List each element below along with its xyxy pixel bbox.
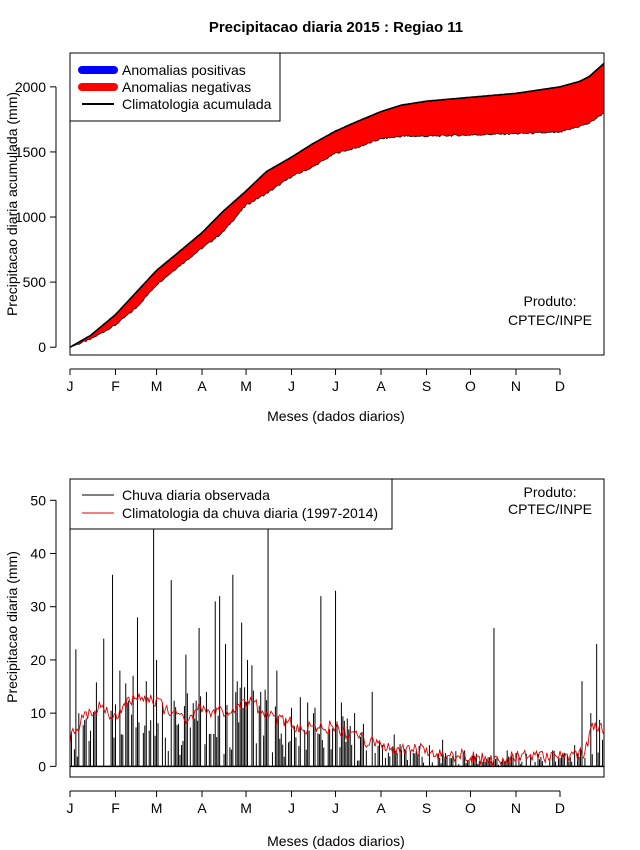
- x-axis-label: Meses (dados diarios): [267, 408, 405, 424]
- climatology-daily-line: [69, 693, 605, 768]
- x-tick-label: J: [288, 800, 295, 816]
- x-tick-label: M: [240, 378, 252, 394]
- x-tick-label: A: [197, 800, 207, 816]
- y-tick-label: 40: [30, 546, 46, 562]
- climatology-accumulated-line: [69, 62, 605, 348]
- legend-label-observed: Chuva diaria observada: [122, 487, 270, 503]
- legend: Chuva diaria observada Climatologia da c…: [69, 478, 393, 530]
- x-tick-label: J: [67, 800, 74, 816]
- observed-daily-bars: [69, 526, 604, 768]
- x-tick-label: M: [151, 378, 163, 394]
- figure-title: Precipitacao diaria 2015 : Regiao 11: [209, 19, 463, 36]
- x-tick-label: M: [240, 800, 252, 816]
- x-tick-label: S: [422, 800, 431, 816]
- x-tick-label: N: [511, 800, 521, 816]
- x-tick-label: F: [111, 378, 120, 394]
- y-tick-label: 1000: [15, 209, 46, 225]
- x-tick-label: S: [422, 378, 431, 394]
- x-tick-label: J: [288, 378, 295, 394]
- y-tick-label: 500: [23, 274, 47, 290]
- y-axis: 0 500 1000 1500 2000: [15, 79, 57, 355]
- y-tick-label: 30: [30, 599, 46, 615]
- legend-label-positive: Anomalias positivas: [122, 62, 246, 78]
- y-tick-label: 20: [30, 652, 46, 668]
- x-tick-label: A: [376, 800, 386, 816]
- y-tick-label: 10: [30, 705, 46, 721]
- x-tick-label: J: [332, 800, 339, 816]
- producer-name: CPTEC/INPE: [508, 501, 592, 517]
- x-tick-label: J: [67, 378, 74, 394]
- producer-label: Produto:: [524, 484, 577, 500]
- y-tick-label: 0: [38, 758, 46, 774]
- y-tick-label: 2000: [15, 79, 46, 95]
- x-axis-label: Meses (dados diarios): [267, 833, 405, 849]
- y-axis-label: Precipitacao diaria acumulada (mm): [4, 92, 20, 316]
- x-tick-label: A: [197, 378, 207, 394]
- y-axis-label: Precipitacao diaria (mm): [4, 551, 20, 703]
- y-tick-label: 1500: [15, 144, 46, 160]
- x-tick-label: A: [376, 378, 386, 394]
- x-tick-label: J: [332, 378, 339, 394]
- x-tick-label: O: [465, 800, 476, 816]
- x-tick-label: N: [511, 378, 521, 394]
- legend-label-negative: Anomalias negativas: [122, 79, 251, 95]
- legend: Anomalias positivas Anomalias negativas …: [69, 52, 281, 122]
- daily-panel: J F M A M J J A S O N D 0 10 20 30 40 50 Meses (dados di…: [4, 478, 605, 849]
- legend-label-climatology: Climatologia da chuva diaria (1997-2014): [122, 505, 378, 521]
- y-tick-label: 50: [30, 492, 46, 508]
- x-tick-label: D: [555, 800, 565, 816]
- x-tick-label: M: [151, 800, 163, 816]
- producer-name: CPTEC/INPE: [508, 312, 592, 328]
- producer-label: Produto:: [524, 293, 577, 309]
- plot-frame: [69, 52, 605, 356]
- legend-box: [69, 478, 393, 530]
- legend-label-climatology: Climatologia acumulada: [122, 96, 272, 112]
- x-tick-label: D: [555, 378, 565, 394]
- x-tick-label: F: [111, 800, 120, 816]
- accumulated-panel: J F M A M J J A S O N D 0 500 1000 1500 2000 Meses (dad…: [4, 52, 605, 424]
- y-axis: 0 10 20 30 40 50: [30, 492, 57, 774]
- y-tick-label: 0: [38, 339, 46, 355]
- x-tick-label: O: [465, 378, 476, 394]
